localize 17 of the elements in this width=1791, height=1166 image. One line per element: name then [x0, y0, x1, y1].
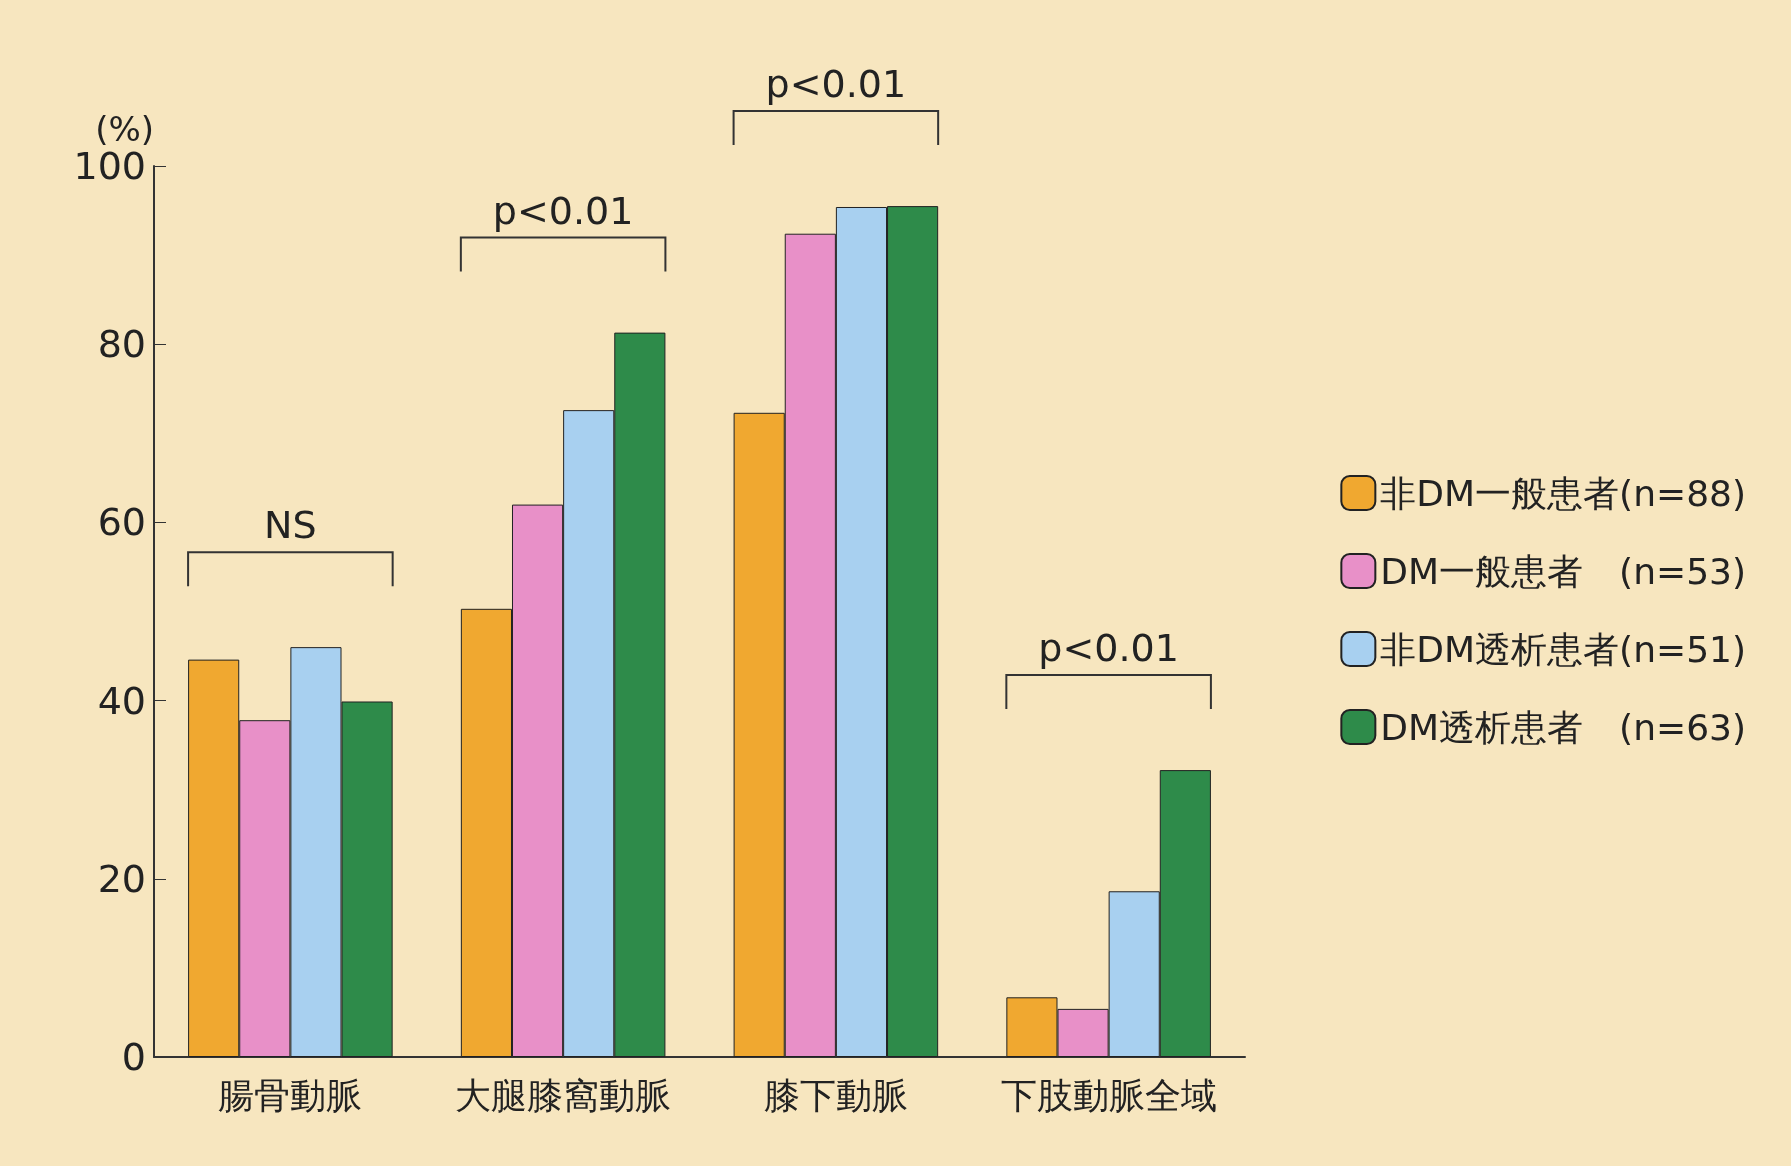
x-tick-label: 腸骨動脈 [218, 1074, 363, 1116]
legend-label: 非DM一般患者(n=88) [1380, 472, 1747, 514]
y-tick-label: 0 [121, 1035, 146, 1079]
y-tick-label: 20 [97, 856, 146, 901]
legend-label: DM一般患者 (n=53) [1380, 550, 1747, 592]
annotation: p<0.01 [1038, 626, 1179, 671]
annotation: p<0.01 [492, 188, 634, 233]
text: p<0.01 [765, 62, 907, 107]
y-tick-label: 60 [97, 500, 146, 545]
y-tick-label: 40 [97, 678, 146, 723]
legend-label: DM透析患者 (n=63) [1380, 706, 1747, 748]
y-tick-label: 80 [97, 322, 146, 367]
x-tick-label: 大腿膝窩動脈 [455, 1074, 672, 1116]
legend-label: 非DM透析患者(n=51) [1380, 628, 1747, 670]
x-tick-label: 下肢動脈全域 [1000, 1074, 1217, 1116]
annotation: NS [264, 503, 317, 548]
x-tick-label: 膝下動脈 [763, 1074, 908, 1116]
